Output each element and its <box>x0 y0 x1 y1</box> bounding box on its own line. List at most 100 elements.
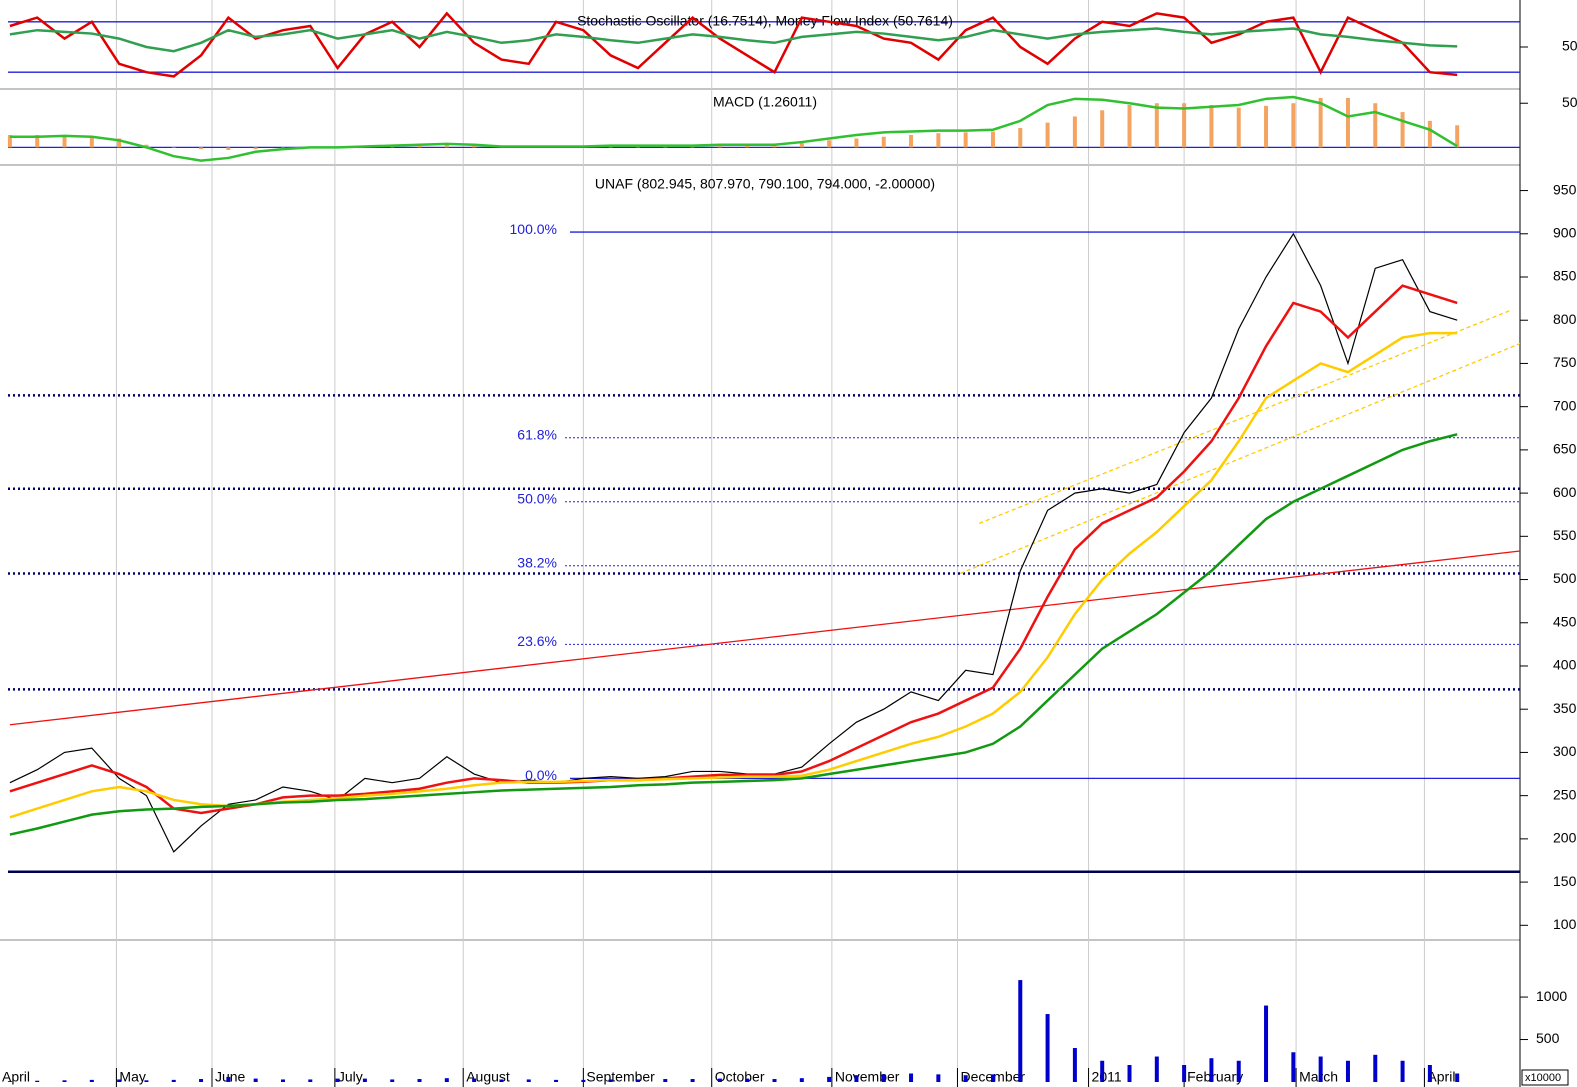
bar <box>89 1079 94 1082</box>
bar <box>1209 1058 1214 1082</box>
bar <box>1400 112 1405 148</box>
bar <box>1018 127 1023 148</box>
fib-label: 0.0% <box>525 767 557 783</box>
bar <box>1455 125 1460 148</box>
bar <box>909 1073 914 1082</box>
bar <box>963 1075 968 1082</box>
bar <box>1318 1056 1323 1082</box>
bar <box>1427 120 1432 148</box>
x-tick-label: June <box>215 1069 246 1085</box>
bar <box>7 135 12 148</box>
bar <box>854 138 859 148</box>
bar <box>35 135 40 148</box>
fib-label: 38.2% <box>517 554 557 570</box>
bar <box>1400 1060 1405 1082</box>
bar <box>1427 1065 1432 1082</box>
panel-title: Stochastic Oscillator (16.7514), Money F… <box>577 13 953 29</box>
bar <box>1045 1014 1050 1082</box>
bar <box>62 1080 67 1082</box>
x-tick-label: August <box>466 1069 510 1085</box>
y-tick-label: 800 <box>1553 311 1577 327</box>
bar <box>1072 116 1077 148</box>
y-tick-label: 350 <box>1553 700 1577 716</box>
bar <box>1154 1056 1159 1082</box>
bar <box>1100 1060 1105 1082</box>
fib-label: 61.8% <box>517 426 557 442</box>
bar <box>1182 1065 1187 1082</box>
bar <box>854 1075 859 1082</box>
bar <box>1455 1073 1460 1082</box>
bar <box>499 1079 504 1082</box>
bar <box>990 131 995 148</box>
y-tick-label: 750 <box>1553 354 1577 370</box>
y-tick-label: 150 <box>1553 873 1577 889</box>
series-line <box>9 95 1458 162</box>
bar <box>7 1081 12 1082</box>
bar <box>144 144 149 148</box>
bar <box>444 1078 449 1082</box>
unit-box <box>1521 1069 1569 1086</box>
x-tick-label: May <box>119 1069 145 1085</box>
y-tick-label: 250 <box>1553 786 1577 802</box>
bar <box>171 1079 176 1082</box>
bar <box>199 1079 204 1082</box>
x-tick-label: March <box>1299 1069 1338 1085</box>
bar <box>772 1079 777 1082</box>
bar <box>581 1079 586 1082</box>
bar <box>199 147 204 150</box>
x-tick-label: November <box>835 1069 900 1085</box>
bar <box>117 138 122 148</box>
bar <box>1291 103 1296 148</box>
bar <box>1045 122 1050 148</box>
y-tick-label: 400 <box>1553 657 1577 673</box>
bar <box>881 136 886 148</box>
fib-label: 50.0% <box>517 490 557 506</box>
y-tick-label: 650 <box>1553 441 1577 457</box>
bar <box>745 144 750 148</box>
x-tick-label: September <box>586 1069 655 1085</box>
bar <box>1100 110 1105 148</box>
x-tick-label: February <box>1187 1069 1243 1085</box>
bar <box>936 133 941 148</box>
y-tick-label: 1000 <box>1536 988 1567 1004</box>
bar <box>89 135 94 148</box>
bar <box>1345 97 1350 148</box>
bar <box>990 1074 995 1082</box>
y-tick-label: 300 <box>1553 743 1577 759</box>
y-tick-label: 850 <box>1553 268 1577 284</box>
bar <box>226 1076 231 1082</box>
bar <box>1291 1052 1296 1082</box>
y-tick-label: 100 <box>1553 916 1577 932</box>
trend-line <box>979 309 1513 524</box>
bar <box>226 147 231 150</box>
bar <box>1154 103 1159 148</box>
bar <box>362 1078 367 1082</box>
bar <box>1345 1060 1350 1082</box>
bar <box>526 1079 531 1082</box>
bar <box>1127 105 1132 148</box>
y-tick-label: 550 <box>1553 527 1577 543</box>
bar <box>963 132 968 148</box>
bar <box>1072 1048 1077 1082</box>
bar <box>1127 1065 1132 1082</box>
bar <box>1373 1054 1378 1082</box>
bar <box>335 1078 340 1082</box>
series-line <box>9 331 1458 819</box>
bar <box>1318 97 1323 148</box>
series-line <box>9 232 1458 853</box>
bar <box>827 1076 832 1082</box>
bar <box>35 1080 40 1082</box>
y-tick-label: 50 <box>1562 94 1577 110</box>
bar <box>1209 105 1214 148</box>
x-tick-label: April <box>1427 1069 1455 1085</box>
bar <box>635 1079 640 1082</box>
unit-label: x10000 <box>1525 1072 1561 1084</box>
bar <box>444 144 449 148</box>
bar <box>144 1080 149 1082</box>
bar <box>280 1079 285 1082</box>
bar <box>253 147 258 150</box>
bar <box>1182 103 1187 148</box>
bar <box>472 145 477 148</box>
bar <box>717 144 722 148</box>
